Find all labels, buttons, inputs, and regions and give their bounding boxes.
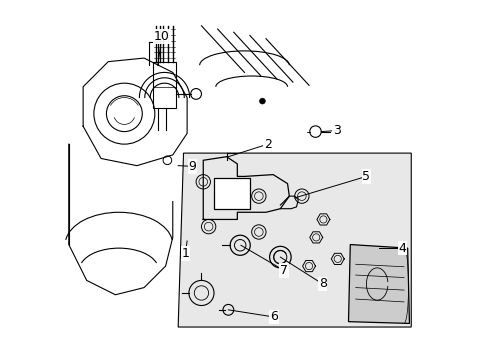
Text: 4: 4 [398, 242, 406, 255]
Text: 7: 7 [279, 264, 287, 277]
Text: 6: 6 [269, 310, 277, 324]
Text: 9: 9 [188, 160, 196, 173]
Text: 1: 1 [181, 247, 189, 260]
Text: 10: 10 [154, 30, 170, 43]
Text: 2: 2 [264, 138, 271, 150]
Bar [153, 62, 176, 108]
Text: 3: 3 [332, 124, 340, 137]
Polygon shape [348, 244, 408, 323]
Text: 8: 8 [318, 278, 326, 291]
Text: 5: 5 [362, 170, 370, 183]
Bar [214, 178, 249, 209]
Polygon shape [178, 153, 410, 327]
Circle shape [259, 98, 265, 104]
